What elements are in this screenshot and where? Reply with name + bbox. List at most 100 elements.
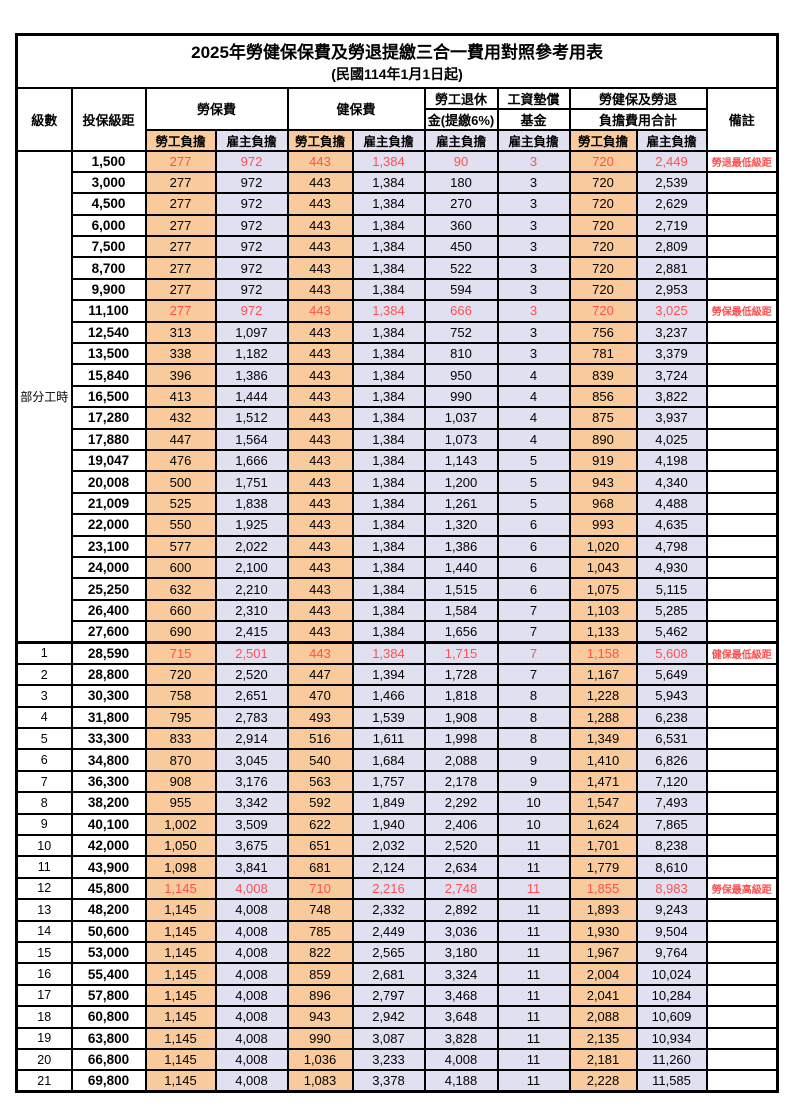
health-ins-employer-cell: 2,216 [351,876,426,901]
health-ins-employer-cell: 1,384 [351,170,426,195]
wage-fund-employer-cell: 8 [496,727,571,751]
labor-ins-employer-cell: 2,651 [214,684,289,708]
bracket-cell: 4,500 [70,192,147,216]
total-employee-cell: 919 [568,448,638,473]
pension-employer-cell: 522 [423,256,499,280]
labor-ins-employee-cell: 690 [144,620,217,644]
pension-employer-cell: 950 [423,363,499,387]
health-ins-employee-cell: 443 [286,363,354,387]
level-cell: 6 [15,748,73,772]
pension-employer-cell: 360 [423,213,499,238]
pension-employer-cell: 666 [423,299,499,323]
subheader-total-employer: 雇主負擔 [635,128,708,152]
table-row: 3,000 277 972 443 1,384 180 3 720 2,539 [17,170,779,195]
bracket-cell: 33,300 [70,727,147,751]
subheader-pension-employer: 雇主負擔 [423,128,499,152]
total-employee-cell: 1,167 [568,662,638,687]
remark-cell [705,940,779,965]
total-employer-cell: 2,881 [635,256,708,280]
bracket-cell: 27,600 [70,620,147,644]
labor-ins-employer-cell: 3,675 [214,833,289,858]
pension-employer-cell: 2,088 [423,748,499,772]
health-ins-employer-cell: 1,757 [351,769,426,794]
table-row: 23,100 577 2,022 443 1,384 1,386 6 1,020 4,798 [17,534,779,558]
health-ins-employee-cell: 443 [286,170,354,195]
bracket-cell: 53,000 [70,940,147,965]
bracket-cell: 11,100 [70,299,147,323]
level-cell: 18 [15,1005,73,1029]
subheader-health-employee: 勞工負擔 [286,128,354,152]
level-cell: 2 [15,662,73,687]
total-employer-cell: 7,865 [635,812,708,837]
bracket-cell: 28,590 [70,640,147,665]
wage-fund-employer-cell: 5 [496,470,571,494]
labor-ins-employee-cell: 1,145 [144,876,217,901]
table-row: 21 69,800 1,145 4,008 1,083 3,378 4,188 11 2,228… [15,1069,779,1093]
bracket-cell: 60,800 [70,1005,147,1029]
health-ins-employer-cell: 1,940 [351,812,426,837]
total-employee-cell: 2,228 [568,1069,638,1093]
remark-cell [705,684,779,708]
wage-fund-employer-cell: 3 [496,149,571,173]
table-row: 20,008 500 1,751 443 1,384 1,200 5 943 4,340 [17,470,779,494]
total-employer-cell: 5,649 [635,662,708,687]
health-ins-employee-cell: 443 [286,640,354,665]
bracket-cell: 1,500 [70,149,147,173]
health-ins-employee-cell: 681 [286,855,354,879]
col-header-health-insurance: 健保費 [286,86,426,131]
labor-ins-employer-cell: 1,097 [214,320,289,345]
health-ins-employee-cell: 443 [286,277,354,302]
remark-cell [705,341,779,366]
table-row: 19 63,800 1,145 4,008 990 3,087 3,828 11 2,135 10… [15,1026,779,1050]
total-employer-cell: 11,260 [635,1047,708,1072]
labor-ins-employer-cell: 1,925 [214,513,289,537]
table-row: 14 50,600 1,145 4,008 785 2,449 3,036 11 1,930 9,… [15,919,779,943]
remark-cell [705,235,779,259]
total-employer-cell: 8,238 [635,833,708,858]
total-employee-cell: 1,547 [568,791,638,815]
remark-cell [705,534,779,558]
labor-ins-employer-cell: 1,838 [214,491,289,516]
table-row: 11 43,900 1,098 3,841 681 2,124 2,634 11 1,779 8,… [15,855,779,879]
level-cell: 7 [15,769,73,794]
bracket-cell: 69,800 [70,1069,147,1093]
total-employer-cell: 6,238 [635,705,708,730]
labor-ins-employer-cell: 4,008 [214,962,289,986]
level-cell: 3 [15,684,73,708]
bracket-cell: 30,300 [70,684,147,708]
pension-employer-cell: 450 [423,235,499,259]
remark-cell [705,384,779,409]
pension-employer-cell: 2,292 [423,791,499,815]
labor-ins-employee-cell: 1,145 [144,1069,217,1093]
total-employee-cell: 890 [568,427,638,451]
labor-ins-employer-cell: 972 [214,149,289,173]
remark-cell [705,491,779,516]
total-employee-cell: 720 [568,277,638,302]
bracket-cell: 31,800 [70,705,147,730]
labor-ins-employee-cell: 833 [144,727,217,751]
bracket-cell: 23,100 [70,534,147,558]
wage-fund-employer-cell: 6 [496,555,571,580]
pension-employer-cell: 1,037 [423,406,499,430]
subheader-labor-employer: 雇主負擔 [214,128,289,152]
col-header-wage-fund-line2: 基金 [496,107,571,131]
labor-ins-employer-cell: 3,342 [214,791,289,815]
table-row: 20 66,800 1,145 4,008 1,036 3,233 4,008 11 2,181… [15,1047,779,1072]
pension-employer-cell: 1,728 [423,662,499,687]
wage-fund-employer-cell: 11 [496,876,571,901]
total-employee-cell: 720 [568,149,638,173]
bracket-cell: 17,880 [70,427,147,451]
health-ins-employee-cell: 443 [286,320,354,345]
bracket-cell: 57,800 [70,983,147,1008]
labor-ins-employee-cell: 955 [144,791,217,815]
total-employee-cell: 1,133 [568,620,638,644]
bracket-cell: 42,000 [70,833,147,858]
labor-ins-employee-cell: 758 [144,684,217,708]
wage-fund-employer-cell: 7 [496,598,571,623]
pension-employer-cell: 2,406 [423,812,499,837]
level-cell: 12 [15,876,73,901]
pension-employer-cell: 594 [423,277,499,302]
bracket-cell: 63,800 [70,1026,147,1050]
labor-ins-employer-cell: 972 [214,235,289,259]
